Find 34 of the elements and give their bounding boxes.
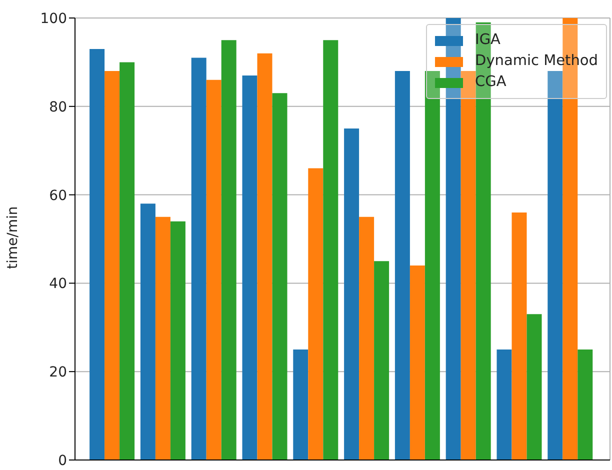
- bar: [496, 350, 512, 460]
- bar: [410, 266, 425, 460]
- bar: [206, 80, 222, 460]
- bar: [257, 53, 272, 460]
- bar: [323, 40, 338, 460]
- bar: [104, 71, 120, 460]
- bar: [460, 71, 476, 460]
- y-tick-label: 20: [49, 364, 67, 381]
- legend-label: CGA: [475, 74, 506, 91]
- bar: [191, 58, 206, 460]
- bar: [293, 350, 308, 460]
- bar: [578, 350, 593, 460]
- bar: [90, 48, 105, 460]
- y-tick-label: 100: [40, 10, 67, 27]
- bar: [120, 62, 135, 460]
- y-tick-label: 0: [58, 452, 67, 469]
- bar: [374, 261, 390, 460]
- bar: [512, 212, 527, 460]
- bar: [548, 71, 563, 460]
- bar: [155, 216, 170, 460]
- bar: [308, 168, 324, 460]
- bar: [272, 93, 288, 460]
- bar: [242, 75, 258, 460]
- bar: [526, 314, 542, 460]
- bar: [170, 221, 186, 460]
- y-tick-label: 60: [49, 188, 67, 204]
- bar: [394, 71, 410, 460]
- bar: [221, 40, 236, 460]
- y-tick-label: 80: [49, 99, 67, 116]
- bar: [344, 128, 360, 460]
- bar: [359, 216, 374, 460]
- bar: [140, 204, 156, 460]
- y-tick-label: 40: [49, 276, 67, 292]
- y-axis-title: time/min: [4, 206, 21, 269]
